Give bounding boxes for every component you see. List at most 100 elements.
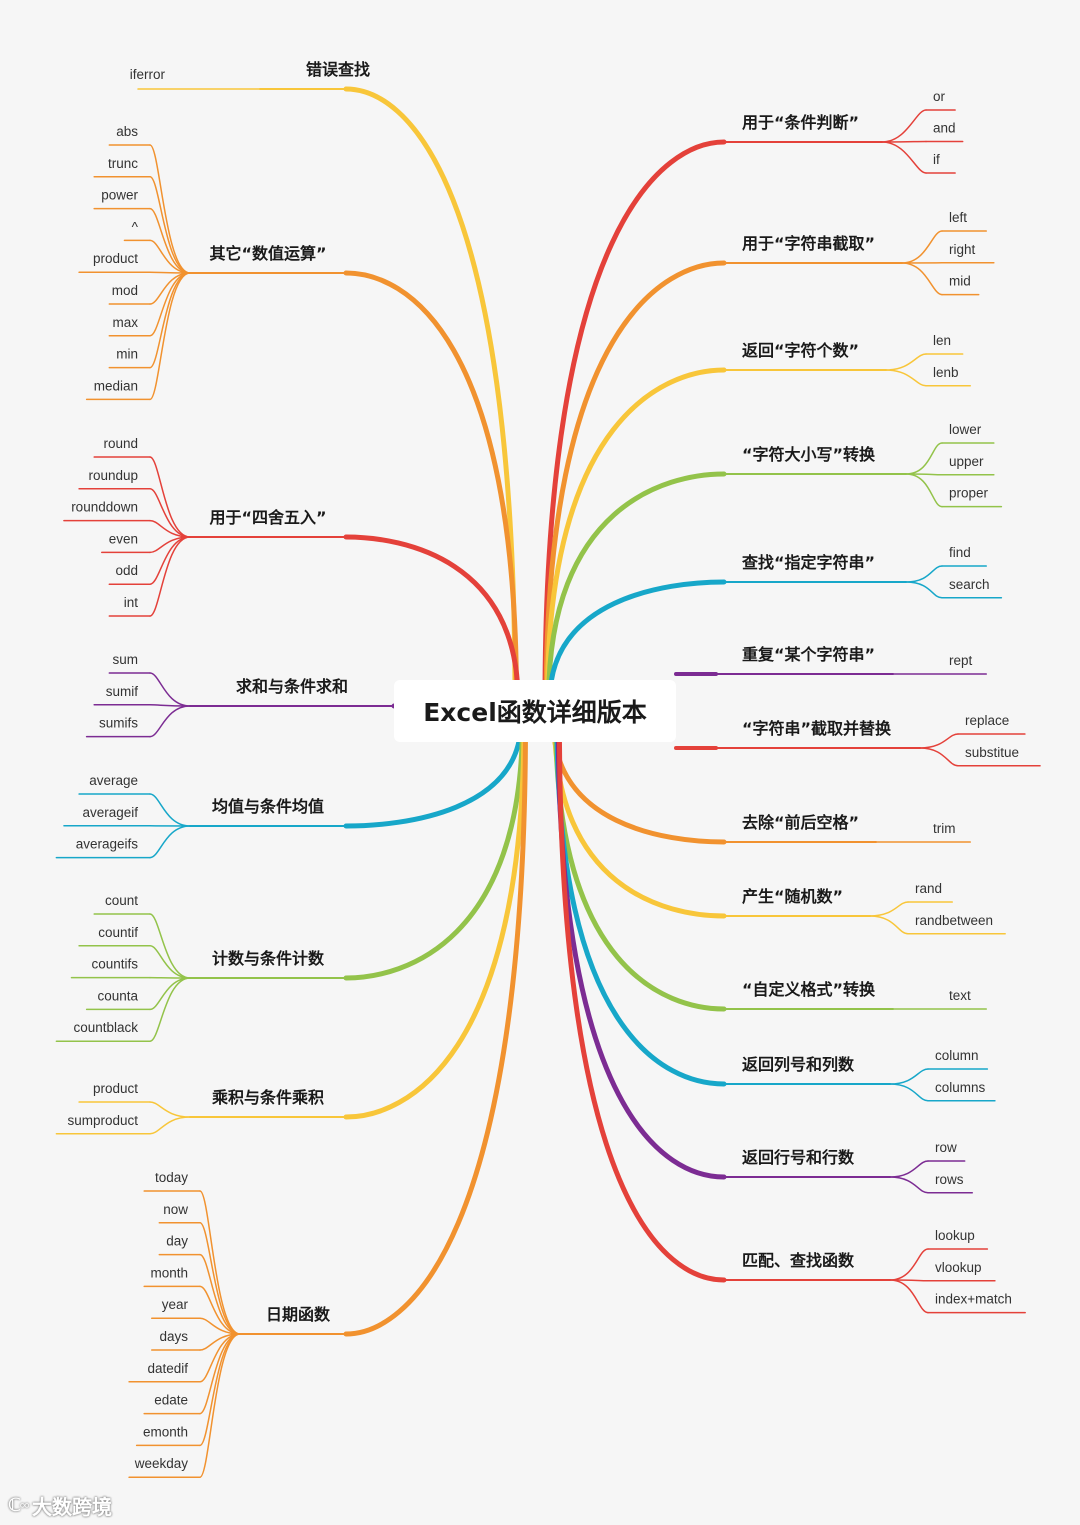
subtopic-label[interactable]: find <box>949 545 971 560</box>
subtopic-label[interactable]: roundup <box>88 468 138 483</box>
subtopic-label[interactable]: days <box>159 1329 188 1344</box>
subtopic-label[interactable]: averageif <box>82 805 138 820</box>
topic-label-right[interactable]: 用于“字符串截取” <box>742 234 875 253</box>
subtopic-label[interactable]: column <box>935 1048 979 1063</box>
subtopic-label[interactable]: text <box>949 988 971 1003</box>
subtopic-label[interactable]: mod <box>112 283 138 298</box>
subtopic-label[interactable]: product <box>93 1081 138 1096</box>
subtopic-label[interactable]: upper <box>949 454 984 469</box>
topic-label-left[interactable]: 其它“数值运算” <box>209 244 326 263</box>
watermark-logo: ℂ◦◦ <box>8 1494 30 1515</box>
subtopic-label[interactable]: odd <box>115 563 138 578</box>
subtopic-connector <box>199 1333 241 1478</box>
topic-label-right[interactable]: 去除“前后空格” <box>742 813 859 832</box>
subtopic-connector <box>149 825 191 859</box>
subtopic-label[interactable]: if <box>933 152 940 167</box>
subtopic-label[interactable]: averageifs <box>76 837 139 852</box>
subtopic-label[interactable]: sumifs <box>99 716 138 731</box>
topic-label-right[interactable]: 返回“字符个数” <box>742 341 859 360</box>
topic-label-left[interactable]: 乘积与条件乘积 <box>211 1088 324 1107</box>
subtopic-label[interactable]: lookup <box>935 1228 975 1243</box>
subtopic-label[interactable]: count <box>105 893 138 908</box>
connector-branch <box>343 270 519 703</box>
topic-label-right[interactable]: 匹配、查找函数 <box>742 1251 855 1270</box>
subtopic-label[interactable]: proper <box>949 486 989 501</box>
topic-label-left[interactable]: 日期函数 <box>266 1305 331 1324</box>
subtopic-label[interactable]: rounddown <box>71 500 138 515</box>
root-topic[interactable]: Excel函数详细版本 <box>394 680 676 742</box>
topic-label-left[interactable]: 求和与条件求和 <box>236 677 348 696</box>
subtopic-label[interactable]: ^ <box>132 219 139 234</box>
subtopic-label[interactable]: today <box>155 1170 188 1185</box>
subtopic-label[interactable]: trim <box>933 821 956 836</box>
subtopic-label[interactable]: len <box>933 333 951 348</box>
connector-branch <box>553 719 727 1012</box>
topic-label-right[interactable]: “字符串”截取并替换 <box>742 719 892 738</box>
subtopic-label[interactable]: power <box>101 188 138 203</box>
connector-branch <box>542 139 727 703</box>
subtopic-label[interactable]: sumif <box>106 684 139 699</box>
subtopic-label[interactable]: lenb <box>933 365 959 380</box>
subtopic-label[interactable]: month <box>150 1265 188 1280</box>
subtopic-label[interactable]: edate <box>154 1393 188 1408</box>
subtopic-label[interactable]: median <box>94 378 138 393</box>
subtopic-label[interactable]: left <box>949 210 967 225</box>
topic-label-right[interactable]: “字符大小写”转换 <box>742 445 876 464</box>
subtopic-label[interactable]: or <box>933 89 946 104</box>
subtopic-label[interactable]: product <box>93 251 138 266</box>
subtopic-label[interactable]: year <box>162 1297 189 1312</box>
subtopic-label[interactable]: int <box>124 595 139 610</box>
subtopic-connector <box>149 456 191 538</box>
subtopic-label[interactable]: columns <box>935 1080 986 1095</box>
subtopic-label[interactable]: countifs <box>91 957 138 972</box>
subtopic-label[interactable]: sumproduct <box>67 1113 138 1128</box>
topic-label-right[interactable]: “自定义格式”转换 <box>742 980 876 999</box>
subtopic-label[interactable]: row <box>935 1140 957 1155</box>
subtopic-label[interactable]: min <box>116 347 138 362</box>
subtopic-label[interactable]: rept <box>949 653 973 668</box>
topic-label-left[interactable]: 用于“四舍五入” <box>209 508 326 527</box>
subtopic-connector <box>869 915 909 935</box>
subtopic-label[interactable]: lower <box>949 422 982 437</box>
subtopic-label[interactable]: trunc <box>108 156 138 171</box>
subtopic-label[interactable]: round <box>103 436 138 451</box>
subtopic-label[interactable]: even <box>109 531 138 546</box>
topic-label-right[interactable]: 返回行号和行数 <box>742 1148 855 1167</box>
subtopic-label[interactable]: weekday <box>134 1456 189 1471</box>
subtopic-label[interactable]: now <box>163 1202 188 1217</box>
subtopic-label[interactable]: sum <box>112 652 138 667</box>
topic-label-right[interactable]: 产生“随机数” <box>742 887 843 906</box>
subtopic-label[interactable]: countif <box>98 925 138 940</box>
topic-label-left[interactable]: 计数与条件计数 <box>212 949 325 968</box>
topic-label-right[interactable]: 返回列号和列数 <box>742 1055 855 1074</box>
subtopic-label[interactable]: rand <box>915 881 942 896</box>
topic-label-left[interactable]: 错误查找 <box>306 60 370 79</box>
subtopic-label[interactable]: mid <box>949 274 971 289</box>
subtopic-label[interactable]: right <box>949 242 976 257</box>
subtopic-label[interactable]: rows <box>935 1172 964 1187</box>
subtopic-connector <box>919 733 959 749</box>
subtopic-label[interactable]: emonth <box>143 1424 188 1439</box>
subtopic-label[interactable]: vlookup <box>935 1260 982 1275</box>
subtopic-label[interactable]: randbetween <box>915 913 993 928</box>
connector-branch <box>343 719 524 829</box>
subtopic-label[interactable]: abs <box>116 124 138 139</box>
subtopic-label[interactable]: max <box>112 315 138 330</box>
subtopic-label[interactable]: index+match <box>935 1292 1012 1307</box>
subtopic-label[interactable]: replace <box>965 713 1009 728</box>
topic-label-right[interactable]: 查找“指定字符串” <box>742 553 875 572</box>
topic-label-right[interactable]: 重复“某个字符串” <box>742 645 875 664</box>
subtopic-label[interactable]: search <box>949 577 990 592</box>
subtopic-label[interactable]: datedif <box>147 1361 188 1376</box>
subtopic-connector <box>149 239 191 274</box>
subtopic-label[interactable]: substitue <box>965 745 1019 760</box>
subtopic-label[interactable]: counta <box>97 988 138 1003</box>
topic-label-left[interactable]: 均值与条件均值 <box>212 797 324 816</box>
subtopic-label[interactable]: day <box>166 1234 188 1249</box>
subtopic-label[interactable]: countblack <box>73 1020 138 1035</box>
subtopic-label[interactable]: and <box>933 121 956 136</box>
subtopic-label[interactable]: iferror <box>130 67 166 82</box>
topic-label-right[interactable]: 用于“条件判断” <box>742 113 859 132</box>
connector-branch <box>343 719 525 981</box>
subtopic-label[interactable]: average <box>89 773 138 788</box>
